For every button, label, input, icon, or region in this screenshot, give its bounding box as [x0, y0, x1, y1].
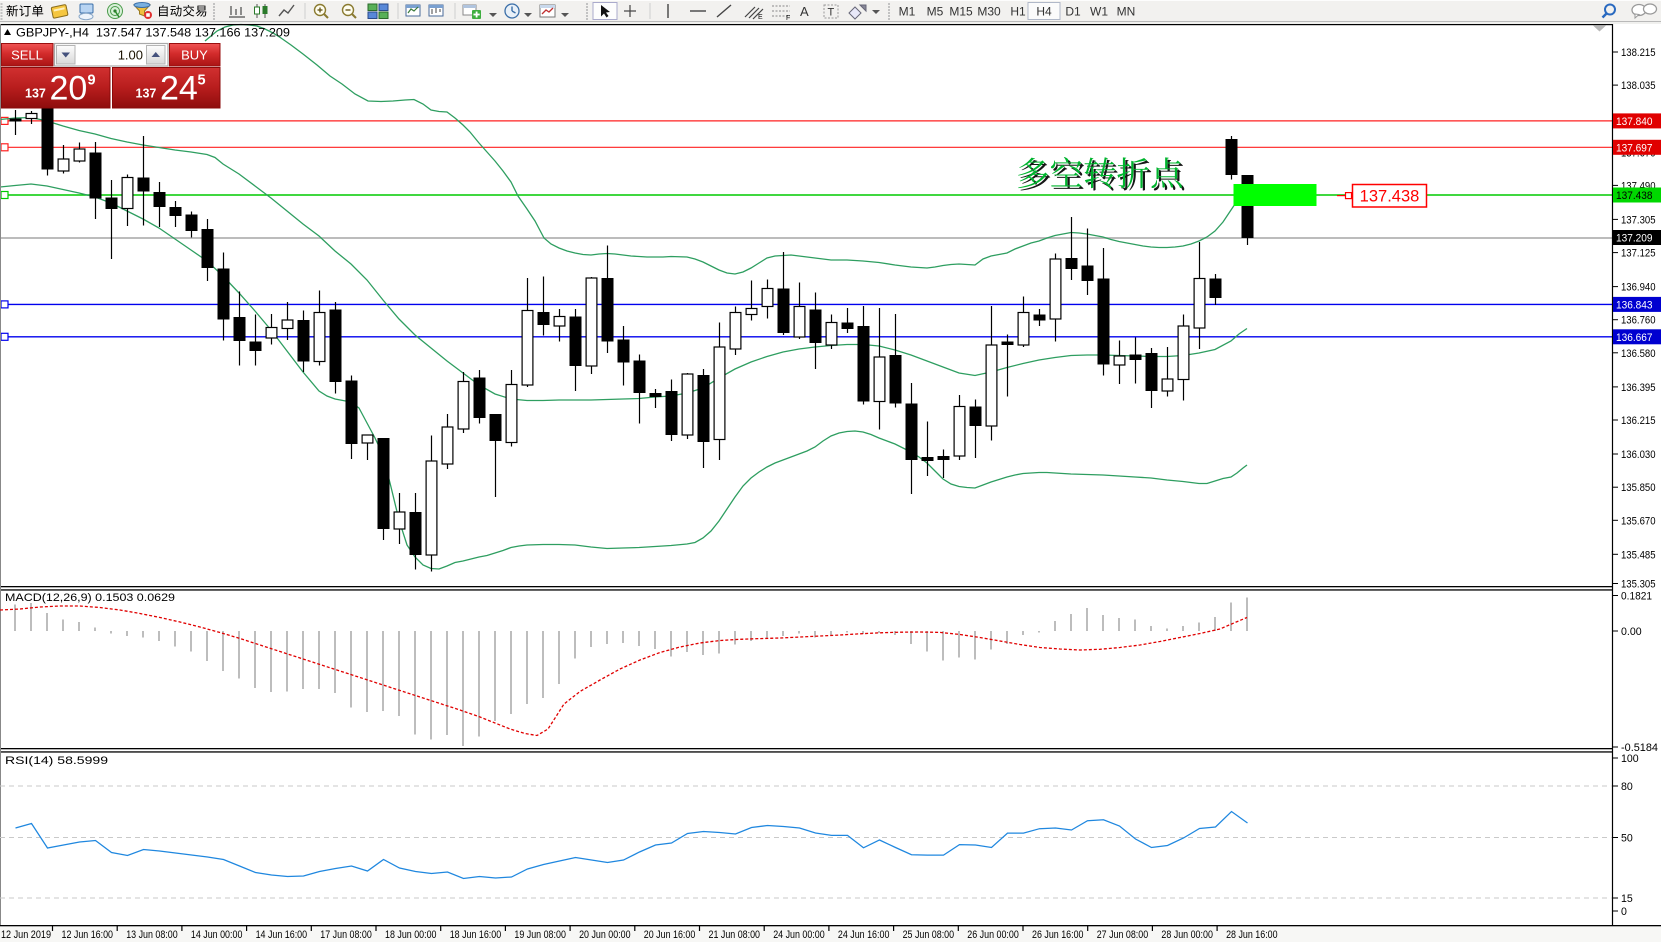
svg-text:136.843: 136.843 — [1616, 299, 1653, 311]
svg-text:18 Jun 16:00: 18 Jun 16:00 — [450, 929, 502, 941]
svg-text:136.215: 136.215 — [1621, 415, 1656, 427]
svg-text:12 Jun 2019: 12 Jun 2019 — [1, 929, 51, 941]
svg-text:136.580: 136.580 — [1621, 348, 1656, 360]
svg-text:135.305: 135.305 — [1621, 579, 1656, 591]
svg-text:T: T — [828, 7, 835, 19]
svg-text:14 Jun 16:00: 14 Jun 16:00 — [256, 929, 308, 941]
svg-text:136.030: 136.030 — [1621, 449, 1656, 461]
svg-text:M15: M15 — [949, 5, 973, 19]
svg-text:15: 15 — [1621, 893, 1633, 905]
svg-text:13 Jun 08:00: 13 Jun 08:00 — [126, 929, 178, 941]
svg-text:135.670: 135.670 — [1621, 515, 1656, 527]
svg-text:138.035: 138.035 — [1621, 80, 1656, 92]
svg-text:135.850: 135.850 — [1621, 482, 1656, 494]
svg-text:137.305: 137.305 — [1621, 214, 1656, 226]
svg-text:28 Jun 16:00: 28 Jun 16:00 — [1226, 929, 1278, 941]
svg-text:GBPJPY-,H4 137.547 137.548 13: GBPJPY-,H4 137.547 137.548 137.166 137.2… — [16, 26, 290, 40]
svg-text:24 Jun 00:00: 24 Jun 00:00 — [773, 929, 825, 941]
svg-text:18 Jun 00:00: 18 Jun 00:00 — [385, 929, 437, 941]
svg-text:136.667: 136.667 — [1616, 332, 1653, 344]
svg-text:M30: M30 — [977, 5, 1001, 19]
svg-text:RSI(14) 58.5999: RSI(14) 58.5999 — [5, 755, 108, 767]
svg-text:137: 137 — [25, 87, 46, 101]
svg-text:0: 0 — [1621, 906, 1627, 918]
svg-text:D1: D1 — [1065, 5, 1081, 19]
svg-text:M1: M1 — [899, 5, 916, 19]
svg-text:100: 100 — [1621, 753, 1639, 765]
svg-text:5: 5 — [198, 73, 206, 89]
svg-text:0.00: 0.00 — [1621, 626, 1642, 638]
svg-text:1.00: 1.00 — [118, 48, 143, 63]
svg-text:9: 9 — [88, 73, 96, 89]
svg-text:137.697: 137.697 — [1616, 142, 1653, 154]
svg-text:137.209: 137.209 — [1616, 233, 1653, 245]
svg-text:27 Jun 08:00: 27 Jun 08:00 — [1097, 929, 1149, 941]
svg-text:24 Jun 16:00: 24 Jun 16:00 — [838, 929, 890, 941]
svg-text:26 Jun 00:00: 26 Jun 00:00 — [967, 929, 1019, 941]
svg-text:20 Jun 00:00: 20 Jun 00:00 — [579, 929, 631, 941]
svg-text:H4: H4 — [1036, 5, 1052, 19]
svg-text:80: 80 — [1621, 781, 1633, 793]
svg-text:20: 20 — [50, 70, 88, 108]
svg-text:20 Jun 16:00: 20 Jun 16:00 — [644, 929, 696, 941]
svg-text:137.438: 137.438 — [1360, 188, 1420, 206]
svg-text:24: 24 — [160, 70, 198, 108]
svg-text:28 Jun 00:00: 28 Jun 00:00 — [1161, 929, 1213, 941]
svg-text:14 Jun 00:00: 14 Jun 00:00 — [191, 929, 243, 941]
svg-text:BUY: BUY — [181, 48, 208, 63]
svg-text:SELL: SELL — [11, 48, 43, 63]
svg-text:19 Jun 08:00: 19 Jun 08:00 — [514, 929, 566, 941]
svg-text:137: 137 — [136, 87, 157, 101]
svg-text:F: F — [786, 15, 790, 22]
svg-text:MACD(12,26,9) 0.1503 0.0629: MACD(12,26,9) 0.1503 0.0629 — [5, 592, 175, 604]
svg-text:135.485: 135.485 — [1621, 549, 1656, 561]
svg-text:137.840: 137.840 — [1616, 116, 1653, 128]
svg-text:21 Jun 08:00: 21 Jun 08:00 — [709, 929, 761, 941]
svg-text:136.760: 136.760 — [1621, 315, 1656, 327]
svg-text:A: A — [800, 4, 809, 19]
svg-text:0.1821: 0.1821 — [1621, 591, 1652, 603]
svg-text:26 Jun 16:00: 26 Jun 16:00 — [1032, 929, 1084, 941]
svg-text:136.395: 136.395 — [1621, 382, 1656, 394]
svg-text:M5: M5 — [927, 5, 944, 19]
svg-text:138.215: 138.215 — [1621, 47, 1656, 59]
svg-text:E: E — [758, 14, 763, 21]
svg-text:137.125: 137.125 — [1621, 248, 1656, 260]
svg-text:W1: W1 — [1090, 5, 1108, 19]
svg-text:137.438: 137.438 — [1616, 190, 1653, 202]
svg-text:25 Jun 08:00: 25 Jun 08:00 — [903, 929, 955, 941]
svg-text:50: 50 — [1621, 833, 1633, 845]
svg-text:17 Jun 08:00: 17 Jun 08:00 — [320, 929, 372, 941]
svg-text:-0.5184: -0.5184 — [1621, 742, 1658, 754]
svg-text:12 Jun 16:00: 12 Jun 16:00 — [62, 929, 114, 941]
svg-text:136.940: 136.940 — [1621, 282, 1656, 294]
svg-text:MN: MN — [1117, 5, 1136, 19]
svg-text:H1: H1 — [1010, 5, 1026, 19]
